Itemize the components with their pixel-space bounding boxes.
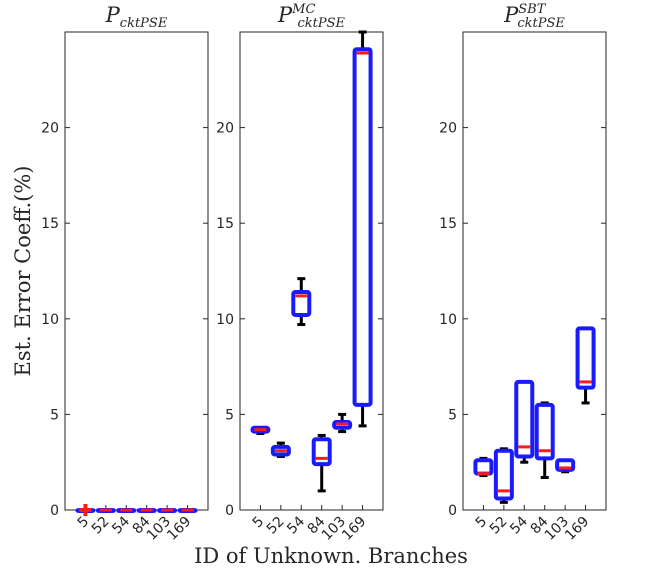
box (575, 326, 596, 390)
x-tick-label: 5 (473, 514, 491, 532)
x-axis-label: ID of Unknown. Branches (194, 544, 468, 568)
y-tick-label: 10 (41, 312, 59, 328)
x-tick-label: 5 (250, 514, 268, 532)
y-tick-label: 5 (225, 407, 234, 423)
box (555, 458, 576, 472)
box (473, 458, 494, 476)
x-tick-label: 169 (339, 514, 369, 544)
axes-frame (64, 31, 209, 511)
y-tick-label: 15 (41, 216, 59, 232)
box (250, 425, 271, 434)
x-tick-label: 169 (164, 514, 194, 544)
axes-frame (239, 31, 384, 511)
y-tick-label: 20 (439, 121, 457, 137)
y-tick-label: 5 (448, 407, 457, 423)
y-tick-label: 10 (216, 312, 234, 328)
panel-title: PSBT cktPSE (503, 2, 565, 31)
panel-title: PMC cktPSE (277, 2, 345, 31)
axes-frame (462, 31, 607, 511)
box (352, 47, 373, 407)
x-tick-label: 169 (562, 514, 592, 544)
panel-title: PcktPSE (105, 3, 168, 31)
box (534, 402, 555, 461)
box (270, 444, 291, 457)
y-tick-label: 0 (448, 503, 457, 519)
y-tick-label: 0 (225, 503, 234, 519)
box (291, 290, 312, 317)
y-tick-label: 10 (439, 312, 457, 328)
box (332, 420, 353, 430)
y-tick-label: 20 (216, 121, 234, 137)
box (311, 437, 332, 467)
y-tick-label: 15 (216, 216, 234, 232)
y-tick-label: 5 (50, 407, 59, 423)
y-tick-label: 20 (41, 121, 59, 137)
x-tick-label: 5 (75, 514, 93, 532)
box (493, 448, 514, 501)
y-tick-label: 15 (439, 216, 457, 232)
y-tick-label: 0 (50, 503, 59, 519)
box (514, 379, 535, 459)
y-axis-label: Est. Error Coeff.(%) (11, 166, 35, 377)
